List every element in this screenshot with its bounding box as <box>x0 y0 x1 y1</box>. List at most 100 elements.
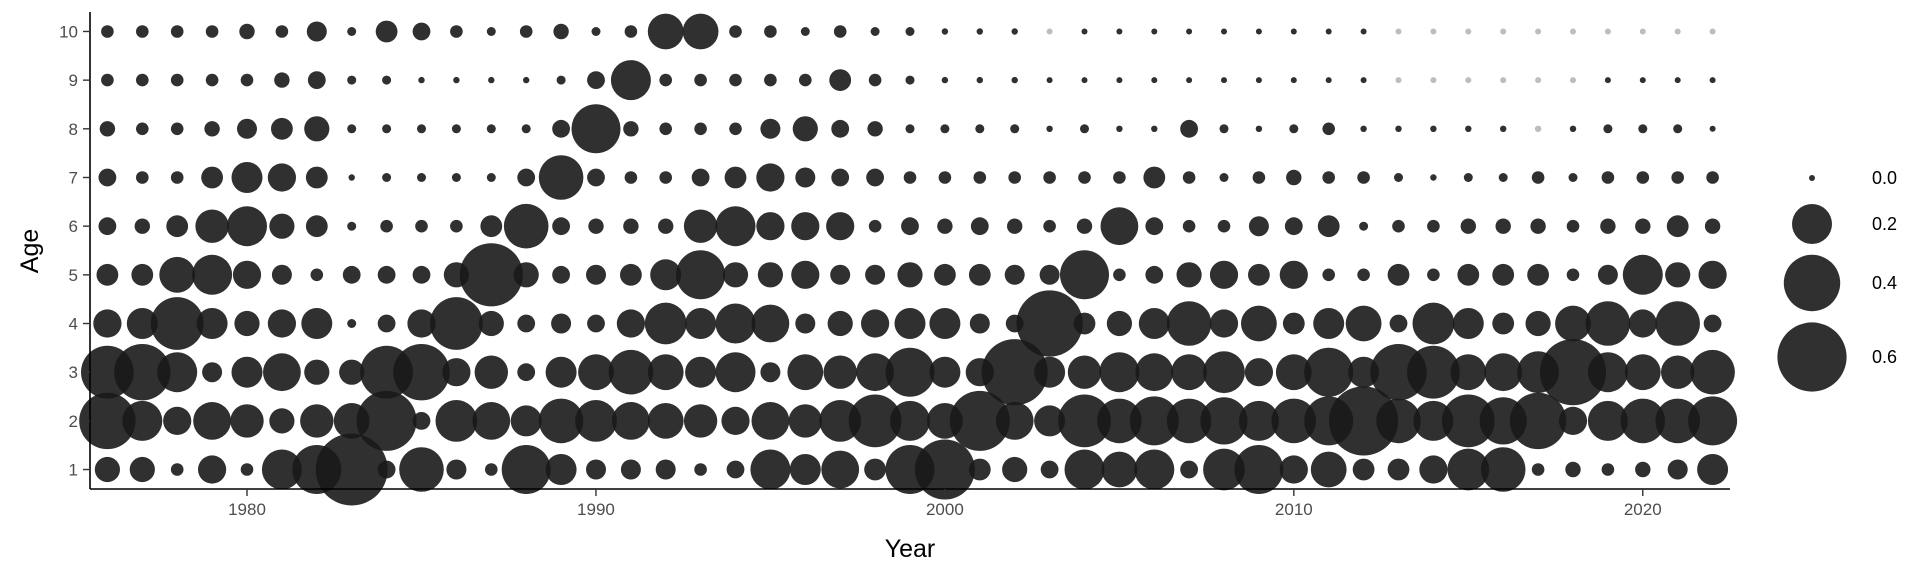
bubble-point <box>760 362 781 383</box>
bubble-point <box>503 203 549 249</box>
bubble-point <box>347 27 357 36</box>
bubble-point <box>474 355 508 389</box>
bubble-point <box>1129 396 1179 446</box>
bubble-point <box>823 355 857 389</box>
bubble-point <box>1530 218 1546 234</box>
bubble-point <box>1655 301 1700 346</box>
bubble-point <box>375 20 398 43</box>
bubble-point <box>1011 76 1018 84</box>
size-legend: 0.0 0.2 0.4 0.6 <box>1777 168 1897 392</box>
bubble-point <box>1284 217 1303 236</box>
bubble-point <box>894 308 926 339</box>
bubble-point <box>1186 28 1193 35</box>
bubble-point <box>134 218 150 234</box>
bubble-point <box>729 25 742 38</box>
bubble-point <box>263 353 301 392</box>
y-tick-label: 1 <box>69 461 78 480</box>
bubble-point <box>975 124 985 134</box>
bubble-point <box>157 352 198 393</box>
bubble-point <box>800 27 810 36</box>
bubble-point <box>1271 398 1317 444</box>
bubble-point <box>949 390 1010 451</box>
bubble-point <box>451 173 461 182</box>
bubble-point <box>1073 312 1096 335</box>
bubble-point <box>1525 310 1551 337</box>
bubble-point <box>552 217 570 236</box>
bubble-point <box>1325 77 1332 84</box>
bubble-point <box>1138 308 1170 339</box>
bubble-point <box>1539 339 1607 406</box>
bubble-point <box>269 213 295 239</box>
bubble-point <box>1067 355 1102 389</box>
bubble-point <box>315 433 388 506</box>
bubble-point <box>486 173 496 182</box>
bubble-point <box>306 21 327 42</box>
bubble-point <box>196 308 228 339</box>
bubble-point <box>856 353 894 392</box>
bubble-point <box>417 173 426 182</box>
x-tick-label: 2020 <box>1624 500 1662 519</box>
bubble-point <box>274 72 290 88</box>
bubble-point <box>623 218 639 234</box>
bubble-point <box>552 119 570 138</box>
bubble-point <box>1348 356 1380 388</box>
bubble-point <box>976 28 983 35</box>
bubble-point <box>970 217 989 236</box>
bubble-point <box>1628 309 1657 338</box>
bubble-point <box>399 447 444 492</box>
bubble-point <box>382 75 392 85</box>
bubble-point <box>435 400 478 442</box>
bubble-point <box>98 217 117 236</box>
bubble-point <box>1395 77 1402 84</box>
bubble-point <box>446 459 467 480</box>
bubble-point <box>1034 356 1066 388</box>
bubble-point <box>799 73 812 87</box>
bubble-point <box>342 265 361 284</box>
bubble-point <box>478 310 504 337</box>
bubble-point <box>1345 305 1382 342</box>
bubble-point <box>412 412 431 430</box>
y-axis-ticks: 1 2 3 4 5 6 7 8 9 10 <box>59 22 90 480</box>
bubble-point <box>98 168 117 187</box>
bubble-point <box>1709 28 1716 35</box>
bubble-point <box>1221 28 1227 35</box>
bubble-point <box>1636 171 1650 184</box>
y-tick-label: 8 <box>69 120 78 139</box>
bubble-point <box>1709 77 1716 84</box>
bubble-point <box>1275 354 1312 391</box>
bubble-point <box>231 356 263 388</box>
bubble-point <box>791 260 820 289</box>
bubble-point <box>1217 219 1231 233</box>
bubble-point <box>305 215 328 238</box>
bubble-point <box>1076 218 1093 234</box>
bubble-point <box>760 118 781 139</box>
legend-bubble <box>1783 254 1841 312</box>
bubble-point <box>193 402 232 440</box>
bubble-point <box>1248 216 1269 237</box>
bubble-point <box>795 167 816 188</box>
bubble-point <box>1387 458 1410 481</box>
bubble-point <box>659 122 672 136</box>
bubble-point <box>1587 400 1628 441</box>
bubble-point <box>870 27 880 36</box>
bubble-point <box>756 212 785 241</box>
bubble-point <box>1465 77 1472 84</box>
bubble-point <box>1395 125 1402 132</box>
bubble-point <box>1624 354 1661 391</box>
bubble-point <box>301 308 333 339</box>
bubble-point <box>1450 354 1487 391</box>
legend-bubble <box>1777 322 1847 392</box>
bubble-point <box>571 104 621 154</box>
x-axis-ticks: 1980 1990 2000 2010 2020 <box>228 489 1662 519</box>
bubble-point <box>1460 218 1477 234</box>
bubble-point <box>1427 219 1440 233</box>
bubble-point <box>480 215 503 238</box>
bubble-point <box>552 265 570 284</box>
bubble-point <box>275 25 289 38</box>
bubble-point <box>523 76 530 84</box>
bubble-point <box>407 309 436 338</box>
bubble-point <box>1040 460 1059 479</box>
bubble-point <box>1639 77 1646 84</box>
bubble-point <box>981 339 1048 406</box>
